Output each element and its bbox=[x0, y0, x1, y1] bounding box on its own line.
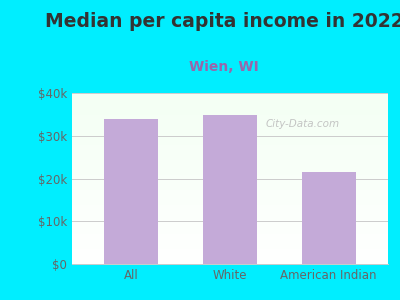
Bar bbox=[104, 119, 158, 264]
Bar bbox=[302, 172, 356, 264]
Text: Median per capita income in 2022: Median per capita income in 2022 bbox=[45, 12, 400, 31]
Text: City-Data.com: City-Data.com bbox=[266, 119, 340, 129]
Text: Wien, WI: Wien, WI bbox=[189, 60, 259, 74]
Bar bbox=[203, 115, 257, 264]
